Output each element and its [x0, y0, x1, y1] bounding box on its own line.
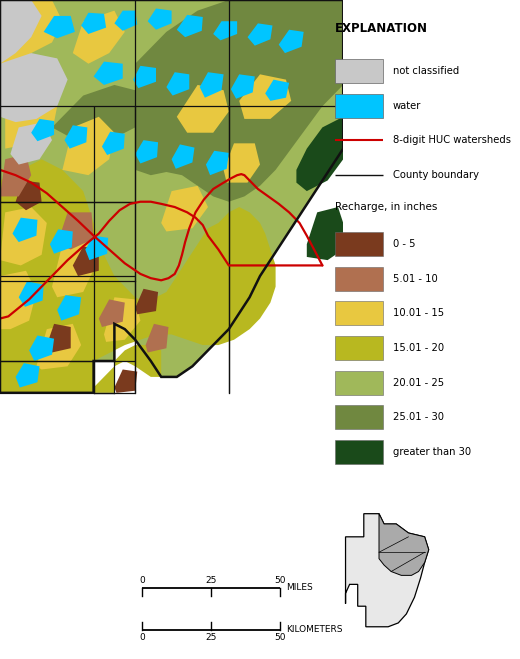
Polygon shape — [29, 335, 54, 361]
Polygon shape — [12, 217, 37, 242]
Polygon shape — [161, 186, 208, 231]
Text: 0 - 5: 0 - 5 — [393, 239, 415, 249]
Text: 50: 50 — [275, 576, 286, 585]
Polygon shape — [0, 361, 94, 393]
Polygon shape — [279, 30, 304, 53]
Polygon shape — [19, 281, 44, 307]
Polygon shape — [239, 74, 291, 119]
Polygon shape — [57, 212, 94, 250]
Polygon shape — [177, 85, 229, 132]
Text: 0: 0 — [139, 576, 145, 585]
Text: KILOMETERS: KILOMETERS — [286, 625, 343, 634]
Polygon shape — [379, 514, 428, 575]
Polygon shape — [0, 345, 161, 393]
Text: 8-digit HUC watersheds: 8-digit HUC watersheds — [393, 136, 511, 146]
Polygon shape — [135, 140, 158, 163]
Polygon shape — [94, 61, 123, 85]
FancyBboxPatch shape — [335, 336, 383, 360]
Polygon shape — [5, 96, 57, 149]
Polygon shape — [346, 514, 428, 627]
Text: Recharge, in inches: Recharge, in inches — [335, 202, 438, 212]
Polygon shape — [114, 370, 137, 393]
Polygon shape — [31, 119, 54, 141]
Polygon shape — [102, 132, 125, 155]
Text: EXPLANATION: EXPLANATION — [335, 22, 428, 36]
Polygon shape — [135, 289, 158, 314]
FancyBboxPatch shape — [335, 370, 383, 395]
Text: 50: 50 — [275, 633, 286, 642]
Polygon shape — [73, 11, 125, 64]
Text: 15.01 - 20: 15.01 - 20 — [393, 343, 444, 353]
Polygon shape — [50, 229, 73, 254]
Polygon shape — [62, 117, 114, 175]
Text: MILES: MILES — [286, 583, 313, 592]
Polygon shape — [57, 295, 81, 321]
Polygon shape — [44, 16, 75, 38]
Polygon shape — [99, 299, 125, 327]
Polygon shape — [10, 122, 52, 165]
FancyBboxPatch shape — [335, 301, 383, 326]
Polygon shape — [166, 72, 189, 96]
Polygon shape — [0, 53, 68, 122]
Polygon shape — [0, 0, 343, 393]
Polygon shape — [213, 21, 237, 40]
Polygon shape — [85, 236, 108, 260]
Polygon shape — [177, 15, 203, 37]
Polygon shape — [47, 324, 71, 353]
Text: 20.01 - 25: 20.01 - 25 — [393, 378, 444, 387]
FancyBboxPatch shape — [335, 440, 383, 464]
FancyBboxPatch shape — [335, 267, 383, 291]
Polygon shape — [36, 324, 81, 370]
Text: 5.01 - 10: 5.01 - 10 — [393, 274, 438, 284]
Text: 25: 25 — [205, 576, 217, 585]
Polygon shape — [265, 80, 289, 101]
Polygon shape — [16, 181, 42, 210]
Polygon shape — [146, 324, 168, 353]
Text: 10.01 - 15: 10.01 - 15 — [393, 308, 444, 318]
Polygon shape — [64, 125, 87, 149]
Polygon shape — [0, 271, 36, 329]
Polygon shape — [73, 246, 99, 276]
Polygon shape — [148, 9, 172, 30]
Polygon shape — [0, 159, 276, 361]
Polygon shape — [206, 151, 229, 175]
Polygon shape — [200, 72, 224, 98]
Polygon shape — [133, 66, 156, 88]
Polygon shape — [135, 0, 343, 202]
Polygon shape — [0, 0, 42, 64]
Polygon shape — [172, 144, 194, 169]
Text: 25.01 - 30: 25.01 - 30 — [393, 413, 444, 422]
Text: County boundary: County boundary — [393, 170, 479, 180]
Text: not classified: not classified — [393, 67, 459, 76]
Text: 25: 25 — [205, 633, 217, 642]
FancyBboxPatch shape — [335, 59, 383, 83]
Polygon shape — [52, 239, 96, 297]
Polygon shape — [231, 74, 255, 99]
Polygon shape — [114, 11, 137, 31]
FancyBboxPatch shape — [335, 232, 383, 256]
Text: greater than 30: greater than 30 — [393, 447, 471, 457]
Polygon shape — [296, 117, 343, 191]
Polygon shape — [81, 13, 106, 34]
Polygon shape — [307, 207, 343, 260]
FancyBboxPatch shape — [335, 94, 383, 118]
Text: water: water — [393, 101, 421, 111]
Polygon shape — [0, 207, 47, 266]
FancyBboxPatch shape — [335, 405, 383, 429]
Polygon shape — [52, 85, 135, 140]
Polygon shape — [0, 154, 31, 196]
Polygon shape — [16, 363, 40, 387]
Text: 0: 0 — [139, 633, 145, 642]
Polygon shape — [224, 143, 260, 183]
Polygon shape — [104, 297, 140, 342]
Polygon shape — [248, 23, 272, 45]
Polygon shape — [0, 0, 62, 85]
